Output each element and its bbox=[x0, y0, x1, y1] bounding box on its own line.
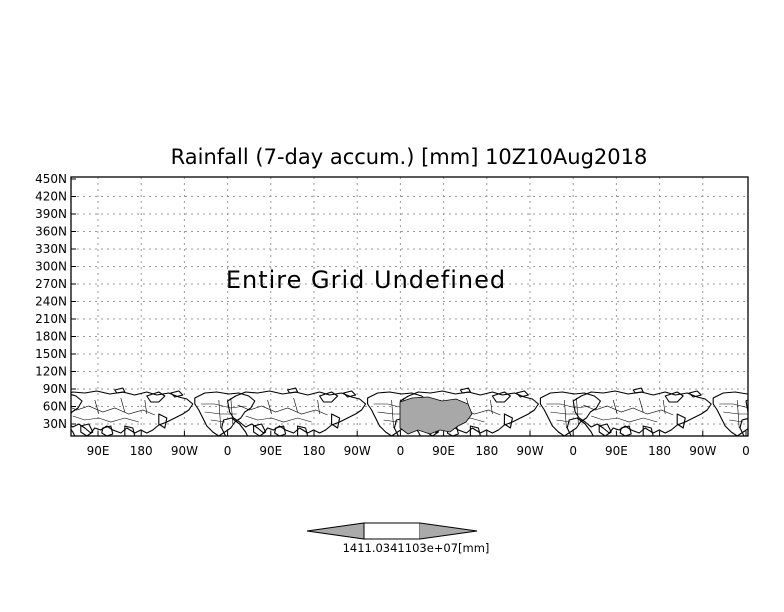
x-tick-label: 180 bbox=[130, 444, 153, 458]
x-tick-label: 0 bbox=[742, 444, 750, 458]
y-tick-label: 90N bbox=[43, 382, 67, 396]
world-coastline-band bbox=[71, 387, 256, 436]
plot-frame bbox=[70, 176, 749, 437]
x-tick-label: 90W bbox=[344, 444, 371, 458]
y-tick-label: 390N bbox=[35, 207, 67, 221]
y-tick-label: 270N bbox=[35, 277, 67, 291]
y-tick-label: 300N bbox=[35, 260, 67, 274]
world-coastline-band bbox=[566, 387, 748, 436]
y-tick-label: 180N bbox=[35, 330, 67, 344]
y-tick-label: 450N bbox=[35, 172, 67, 186]
y-axis-ticks: 450N 420N 390N 360N 330N 300N 270N 240N 210N 180N… bbox=[35, 172, 76, 431]
y-tick-label: 330N bbox=[35, 242, 67, 256]
x-tick-label: 180 bbox=[648, 444, 671, 458]
world-coastline-band bbox=[221, 387, 429, 436]
colorbar-center-box bbox=[363, 522, 421, 540]
x-tick-label: 0 bbox=[397, 444, 405, 458]
shaded-land-region bbox=[399, 396, 473, 435]
x-tick-label: 180 bbox=[475, 444, 498, 458]
x-tick-label: 90W bbox=[516, 444, 543, 458]
x-tick-label: 90E bbox=[259, 444, 282, 458]
x-tick-label: 0 bbox=[224, 444, 232, 458]
y-tick-label: 30N bbox=[43, 417, 67, 431]
x-tick-label: 90W bbox=[171, 444, 198, 458]
colorbar-right-arrow bbox=[420, 523, 477, 539]
grid-lines bbox=[71, 177, 748, 436]
y-tick-label: 150N bbox=[35, 347, 67, 361]
colorbar: 1411.0341103e+07[mm] bbox=[306, 522, 490, 555]
world-coastline-band bbox=[739, 387, 748, 436]
x-tick-label: 90E bbox=[87, 444, 110, 458]
y-tick-label: 360N bbox=[35, 225, 67, 239]
x-tick-label: 180 bbox=[303, 444, 326, 458]
x-tick-label: 90E bbox=[432, 444, 455, 458]
colorbar-left-arrow bbox=[307, 523, 364, 539]
y-tick-label: 210N bbox=[35, 312, 67, 326]
x-axis-ticks: 90E 180 90W 0 90E 180 90W 0 90E 180 90W 0 90E 180 90W 0 bbox=[87, 431, 750, 458]
world-coastline-band bbox=[71, 387, 83, 436]
x-tick-label: 90W bbox=[689, 444, 716, 458]
x-tick-label: 0 bbox=[569, 444, 577, 458]
y-tick-label: 420N bbox=[35, 190, 67, 204]
y-tick-label: 120N bbox=[35, 365, 67, 379]
map-title: Rainfall (7-day accum.) [mm] 10Z10Aug201… bbox=[171, 145, 648, 169]
undefined-message: Entire Grid Undefined bbox=[226, 266, 506, 294]
continents bbox=[71, 387, 748, 436]
x-tick-label: 90E bbox=[605, 444, 628, 458]
colorbar-label: 1411.0341103e+07[mm] bbox=[343, 541, 490, 555]
y-tick-label: 240N bbox=[35, 295, 67, 309]
y-tick-label: 60N bbox=[43, 400, 67, 414]
